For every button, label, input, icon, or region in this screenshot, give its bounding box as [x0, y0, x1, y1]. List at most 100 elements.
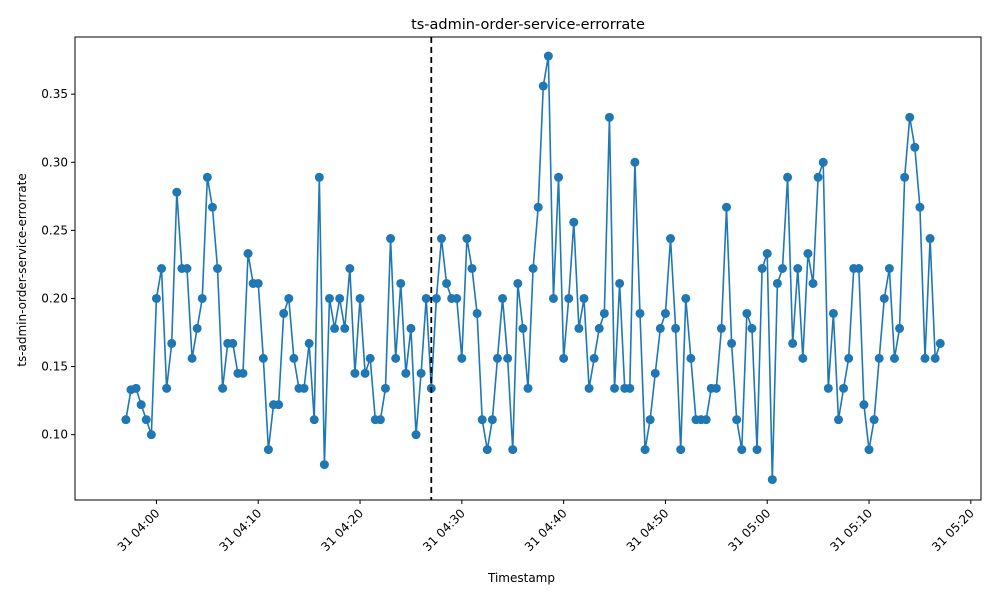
data-point	[492, 353, 502, 363]
data-point	[482, 445, 492, 455]
data-point	[859, 400, 869, 410]
data-point	[218, 383, 228, 393]
data-point	[584, 383, 594, 393]
data-point	[528, 264, 538, 273]
data-point	[564, 293, 574, 303]
data-point	[401, 368, 411, 378]
data-point	[823, 383, 833, 393]
data-point	[533, 202, 543, 212]
data-point	[767, 475, 777, 485]
data-point	[243, 249, 253, 259]
x-tick-label: 31 05:10	[827, 506, 875, 554]
x-tick-label: 31 04:20	[318, 506, 366, 554]
data-point	[762, 249, 772, 259]
data-point	[508, 445, 518, 455]
data-point	[854, 264, 864, 273]
data-point	[503, 353, 513, 363]
data-point	[452, 293, 462, 303]
data-point	[258, 353, 268, 363]
data-point	[803, 249, 813, 259]
data-point	[472, 308, 482, 318]
data-point	[299, 383, 309, 393]
data-point	[162, 383, 172, 393]
data-point	[772, 278, 782, 288]
data-point	[207, 202, 217, 212]
data-point	[655, 323, 665, 333]
data-point	[274, 400, 284, 410]
data-point	[202, 172, 212, 182]
data-point	[737, 445, 747, 455]
data-point	[742, 308, 752, 318]
chart-title: ts-admin-order-service-errorrate	[411, 17, 645, 33]
data-point	[610, 383, 620, 393]
data-point	[335, 293, 345, 303]
y-tick-label: 0.20	[41, 291, 68, 305]
data-point	[131, 383, 141, 393]
data-point	[319, 460, 329, 470]
data-point	[411, 430, 421, 440]
data-point	[498, 293, 508, 303]
data-point	[324, 293, 334, 303]
data-point	[513, 278, 523, 288]
data-point	[314, 172, 324, 182]
data-point	[879, 293, 889, 303]
y-tick-label: 0.15	[41, 360, 68, 374]
data-point	[279, 308, 289, 318]
y-axis: 0.10 0.15 0.20 0.25 0.30 0.35	[41, 87, 75, 442]
data-point	[350, 368, 360, 378]
data-point	[263, 445, 273, 455]
data-point	[645, 415, 655, 425]
data-point	[874, 353, 884, 363]
y-axis-title: ts-admin-order-service-errorrate	[15, 173, 29, 367]
data-point	[360, 368, 370, 378]
data-point	[625, 383, 635, 393]
data-point	[935, 338, 945, 348]
data-point	[722, 202, 732, 212]
data-point	[869, 415, 879, 425]
data-point	[518, 323, 528, 333]
data-point	[905, 112, 915, 122]
data-point	[141, 415, 151, 425]
data-point	[889, 353, 899, 363]
data-point	[172, 187, 182, 197]
data-point	[548, 293, 558, 303]
data-point	[599, 308, 609, 318]
y-tick-label: 0.30	[41, 155, 68, 169]
x-tick-label: 31 04:40	[522, 506, 570, 554]
data-point	[930, 353, 940, 363]
data-point	[238, 368, 248, 378]
data-point	[380, 383, 390, 393]
data-point	[727, 338, 737, 348]
x-tick-label: 31 05:20	[929, 506, 977, 554]
data-point	[650, 368, 660, 378]
data-point	[828, 308, 838, 318]
data-point	[340, 323, 350, 333]
data-point	[538, 81, 548, 91]
data-point	[462, 234, 472, 244]
data-point	[818, 157, 828, 167]
data-point	[477, 415, 487, 425]
data-point	[284, 293, 294, 303]
data-point	[167, 338, 177, 348]
data-point	[192, 323, 202, 333]
data-point	[436, 234, 446, 244]
data-point	[559, 353, 569, 363]
data-point	[900, 172, 910, 182]
data-point	[701, 415, 711, 425]
data-point	[386, 234, 396, 244]
data-point	[833, 415, 843, 425]
data-point	[589, 353, 599, 363]
data-point	[711, 383, 721, 393]
data-point	[635, 308, 645, 318]
data-point	[681, 293, 691, 303]
data-point	[757, 264, 767, 273]
data-point	[121, 415, 131, 425]
data-point	[604, 112, 614, 122]
data-point	[594, 323, 604, 333]
data-point	[136, 400, 146, 410]
data-point	[915, 202, 925, 212]
y-tick-label: 0.25	[41, 223, 68, 237]
data-point	[777, 264, 787, 273]
data-point	[615, 278, 625, 288]
x-tick-label: 31 05:00	[725, 506, 773, 554]
